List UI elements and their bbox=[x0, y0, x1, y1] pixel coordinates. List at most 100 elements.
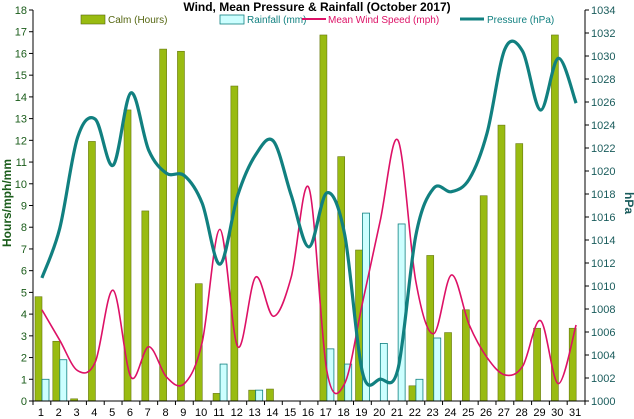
calm-bar bbox=[194, 283, 203, 402]
left-tick-label: 0 bbox=[21, 396, 27, 408]
lines bbox=[40, 39, 578, 395]
x-tick-label: 23 bbox=[427, 407, 439, 419]
calm-bar bbox=[123, 109, 132, 402]
rainfall-bar bbox=[219, 363, 228, 402]
calm-bar bbox=[497, 124, 506, 402]
left-tick-label: 17 bbox=[15, 27, 27, 39]
x-tick-label: 16 bbox=[302, 407, 314, 419]
calm-bar bbox=[88, 141, 96, 402]
x-tick-label: 26 bbox=[480, 407, 492, 419]
pressure-line bbox=[40, 39, 578, 387]
x-tick-label: 25 bbox=[462, 407, 474, 419]
calm-bar bbox=[159, 48, 167, 402]
right-tick-label: 1026 bbox=[591, 97, 615, 109]
right-tick-label: 1016 bbox=[591, 212, 615, 224]
x-tick-label: 10 bbox=[195, 407, 207, 419]
right-tick-label: 1030 bbox=[591, 51, 615, 63]
rainfall-bar bbox=[433, 337, 442, 402]
wind-speed-line bbox=[41, 138, 577, 395]
x-tick-label: 8 bbox=[162, 407, 168, 419]
x-tick-label: 3 bbox=[73, 407, 79, 419]
calm-bar bbox=[248, 389, 256, 402]
x-tick-label: 7 bbox=[145, 407, 151, 419]
x-tick-label: 27 bbox=[498, 407, 510, 419]
x-tick-label: 29 bbox=[533, 407, 545, 419]
calm-bar bbox=[34, 296, 43, 402]
calm-bar bbox=[212, 393, 221, 402]
x-tick-label: 17 bbox=[320, 407, 332, 419]
right-tick-label: 1010 bbox=[591, 281, 615, 293]
x-tick-label: 24 bbox=[444, 407, 456, 419]
left-tick-label: 13 bbox=[15, 114, 27, 126]
calm-bar bbox=[52, 340, 61, 402]
left-tick-label: 18 bbox=[15, 5, 27, 17]
left-tick-label: 9 bbox=[21, 201, 27, 213]
x-tick-label: 11 bbox=[213, 407, 224, 419]
left-tick-label: 14 bbox=[15, 92, 27, 104]
rainfall-bar bbox=[41, 378, 50, 402]
legend-calm-label: Calm (Hours) bbox=[108, 15, 167, 26]
x-tick-label: 20 bbox=[373, 407, 385, 419]
right-tick-label: 1006 bbox=[591, 327, 615, 339]
left-tick-label: 12 bbox=[15, 135, 27, 147]
calm-bar bbox=[533, 327, 541, 402]
legend-pressure-label: Pressure (hPa) bbox=[487, 15, 554, 26]
right-tick-label: 1008 bbox=[591, 304, 615, 316]
calm-bar bbox=[515, 143, 524, 402]
x-tick-label: 5 bbox=[109, 407, 115, 419]
right-tick-label: 1000 bbox=[591, 396, 615, 408]
x-tick-label: 22 bbox=[409, 407, 421, 419]
rainfall-bar bbox=[379, 343, 388, 402]
x-tick-label: 12 bbox=[231, 407, 243, 419]
calm-bar bbox=[177, 50, 185, 402]
rainfall-bar bbox=[255, 389, 264, 402]
right-tick-label: 1002 bbox=[591, 373, 615, 385]
legend-wind-label: Mean Wind Speed (mph) bbox=[328, 15, 439, 26]
calm-bar bbox=[444, 332, 452, 402]
calm-bar bbox=[551, 34, 559, 402]
left-tick-label: 11 bbox=[16, 157, 27, 169]
right-tick-label: 1018 bbox=[591, 189, 615, 201]
legend-rainfall-label: Rainfall (mm) bbox=[247, 15, 306, 26]
right-tick-label: 1028 bbox=[591, 74, 615, 86]
right-tick-label: 1014 bbox=[591, 235, 615, 247]
right-tick-label: 1020 bbox=[591, 166, 615, 178]
left-tick-label: 5 bbox=[21, 287, 27, 299]
x-tick-label: 30 bbox=[551, 407, 563, 419]
x-axis-ticks: 1 2 3 4 5 6 7 8 9 10 11 12 13 14 15 16 17 18 19 20 21 22 23 24 2… bbox=[32, 401, 586, 419]
right-tick-label: 1034 bbox=[591, 5, 615, 17]
right-axis-label: hPa bbox=[622, 192, 634, 214]
x-tick-label: 13 bbox=[248, 407, 260, 419]
x-tick-label: 9 bbox=[180, 407, 186, 419]
x-tick-label: 18 bbox=[337, 407, 349, 419]
x-tick-label: 15 bbox=[284, 407, 296, 419]
calm-bar bbox=[479, 195, 488, 402]
left-axis-label: Hours/mph/mm bbox=[0, 159, 14, 247]
left-tick-label: 1 bbox=[21, 374, 27, 386]
chart-title: Wind, Mean Pressure & Rainfall (October … bbox=[183, 0, 450, 14]
right-tick-label: 1022 bbox=[591, 143, 615, 155]
left-tick-label: 8 bbox=[21, 222, 27, 234]
calm-bar bbox=[230, 85, 239, 402]
x-tick-label: 6 bbox=[127, 407, 133, 419]
x-tick-label: 4 bbox=[91, 407, 97, 419]
x-tick-label: 31 bbox=[569, 407, 581, 419]
calm-bar bbox=[337, 156, 346, 402]
right-tick-label: 1004 bbox=[591, 350, 615, 362]
left-tick-label: 10 bbox=[15, 179, 27, 191]
left-tick-label: 6 bbox=[21, 266, 27, 278]
x-tick-label: 14 bbox=[266, 407, 278, 419]
rainfall-bar bbox=[397, 223, 406, 402]
x-tick-label: 19 bbox=[355, 407, 367, 419]
left-tick-label: 2 bbox=[21, 353, 27, 365]
right-tick-label: 1024 bbox=[591, 120, 615, 132]
rainfall-bar bbox=[415, 378, 424, 402]
rainfall-bar bbox=[59, 359, 68, 402]
calm-bar bbox=[141, 210, 150, 402]
left-tick-label: 7 bbox=[21, 244, 27, 256]
left-tick-label: 3 bbox=[21, 331, 27, 343]
x-tick-label: 2 bbox=[56, 407, 62, 419]
x-tick-label: 21 bbox=[391, 407, 403, 419]
